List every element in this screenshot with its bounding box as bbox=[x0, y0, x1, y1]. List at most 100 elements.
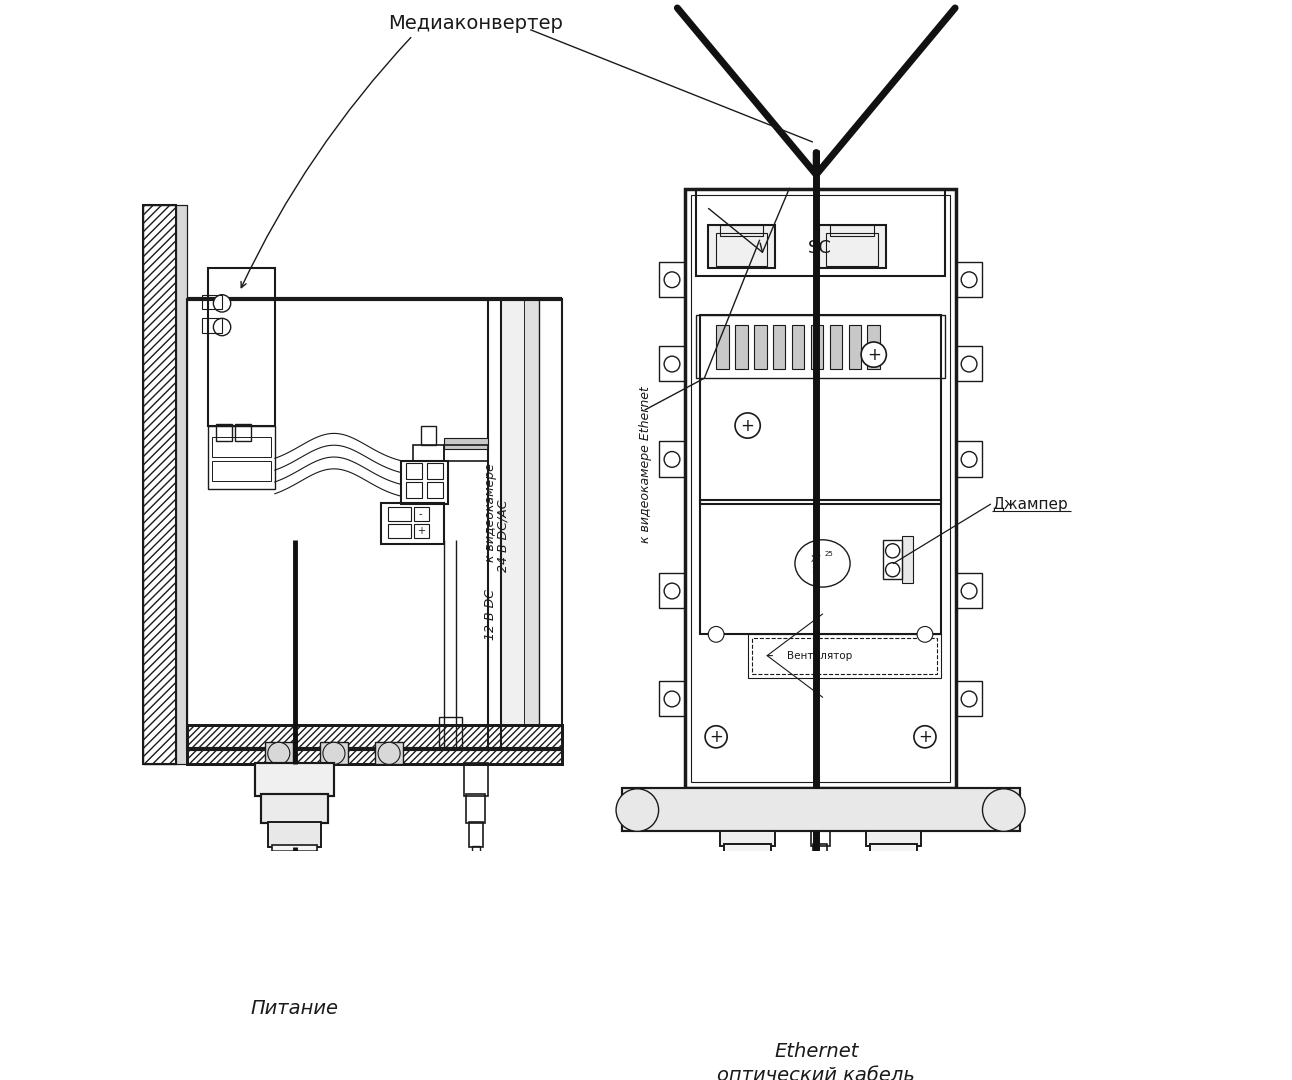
Text: +: + bbox=[709, 728, 724, 746]
Circle shape bbox=[664, 356, 680, 372]
Bar bbox=[381, 503, 444, 543]
Bar bbox=[415, 507, 429, 521]
Bar bbox=[691, 195, 950, 782]
Text: Джампер: Джампер bbox=[992, 497, 1067, 512]
Circle shape bbox=[982, 788, 1025, 832]
Bar bbox=[255, 762, 333, 796]
Bar bbox=[873, 869, 913, 890]
Bar bbox=[720, 832, 775, 846]
Bar bbox=[819, 225, 885, 268]
Circle shape bbox=[961, 356, 977, 372]
Bar bbox=[621, 788, 1019, 832]
Bar bbox=[375, 742, 403, 765]
Circle shape bbox=[961, 272, 977, 287]
Text: к видеокамере: к видеокамере bbox=[484, 462, 497, 562]
Circle shape bbox=[664, 272, 680, 287]
Ellipse shape bbox=[795, 540, 850, 588]
Bar bbox=[469, 873, 482, 881]
Bar bbox=[255, 762, 333, 796]
Bar bbox=[426, 483, 443, 498]
Text: 12 В DC: 12 В DC bbox=[484, 590, 497, 640]
Bar bbox=[464, 762, 487, 796]
Bar bbox=[866, 832, 921, 846]
Bar bbox=[813, 843, 827, 861]
Bar bbox=[884, 540, 902, 579]
Bar bbox=[696, 315, 944, 378]
Bar bbox=[143, 205, 176, 765]
Bar bbox=[208, 426, 275, 488]
Bar bbox=[733, 888, 762, 961]
Circle shape bbox=[664, 691, 680, 706]
Circle shape bbox=[885, 563, 899, 577]
Bar bbox=[143, 205, 176, 765]
Circle shape bbox=[885, 543, 899, 558]
Bar bbox=[740, 959, 755, 1016]
Bar bbox=[212, 461, 271, 481]
Bar bbox=[849, 325, 862, 368]
Circle shape bbox=[664, 583, 680, 599]
Bar bbox=[810, 325, 823, 368]
Text: +: + bbox=[740, 417, 755, 434]
Circle shape bbox=[862, 342, 886, 367]
Bar bbox=[523, 299, 539, 748]
Bar bbox=[202, 295, 222, 309]
Bar bbox=[735, 325, 748, 368]
Bar bbox=[716, 325, 729, 368]
Bar bbox=[659, 442, 685, 476]
Bar bbox=[412, 445, 444, 461]
Bar bbox=[261, 794, 328, 823]
Circle shape bbox=[267, 742, 289, 765]
Circle shape bbox=[735, 413, 760, 438]
Bar bbox=[873, 869, 913, 890]
Circle shape bbox=[213, 295, 231, 312]
Circle shape bbox=[961, 451, 977, 468]
Bar bbox=[216, 424, 231, 442]
Bar bbox=[187, 299, 562, 748]
Text: 24 В DC/AC: 24 В DC/AC bbox=[497, 500, 510, 572]
Bar bbox=[886, 959, 901, 1016]
Bar bbox=[829, 325, 842, 368]
Bar bbox=[466, 794, 486, 823]
Bar bbox=[187, 725, 562, 765]
Text: +: + bbox=[919, 728, 932, 746]
Bar bbox=[388, 524, 411, 538]
Bar bbox=[472, 846, 479, 875]
Bar bbox=[716, 233, 767, 267]
Text: X7: X7 bbox=[810, 555, 822, 564]
Bar bbox=[724, 843, 771, 870]
Bar bbox=[388, 507, 411, 521]
Circle shape bbox=[323, 742, 345, 765]
Bar bbox=[265, 742, 293, 765]
Circle shape bbox=[961, 583, 977, 599]
Text: Вентилятор: Вентилятор bbox=[787, 650, 853, 661]
Bar bbox=[773, 325, 786, 368]
Bar bbox=[212, 437, 271, 457]
Bar bbox=[727, 869, 767, 890]
Bar bbox=[659, 346, 685, 381]
Bar bbox=[469, 822, 483, 847]
Bar bbox=[287, 896, 302, 946]
Bar bbox=[867, 325, 880, 368]
Circle shape bbox=[616, 788, 659, 832]
Bar bbox=[501, 299, 523, 748]
Bar bbox=[720, 225, 764, 237]
Bar bbox=[956, 261, 982, 297]
Text: 25: 25 bbox=[824, 551, 833, 557]
Bar bbox=[792, 325, 805, 368]
Circle shape bbox=[705, 726, 727, 747]
Text: SC: SC bbox=[809, 240, 832, 257]
Bar bbox=[700, 315, 941, 504]
Bar bbox=[401, 461, 448, 504]
Bar bbox=[870, 843, 917, 870]
Bar bbox=[659, 261, 685, 297]
Bar bbox=[444, 438, 487, 449]
Bar bbox=[176, 205, 187, 765]
Text: -: - bbox=[419, 509, 422, 518]
Bar bbox=[659, 572, 685, 608]
Circle shape bbox=[708, 626, 724, 643]
Circle shape bbox=[961, 691, 977, 706]
Bar bbox=[659, 680, 685, 716]
Bar bbox=[727, 869, 767, 890]
Circle shape bbox=[913, 726, 935, 747]
Bar bbox=[810, 832, 829, 846]
